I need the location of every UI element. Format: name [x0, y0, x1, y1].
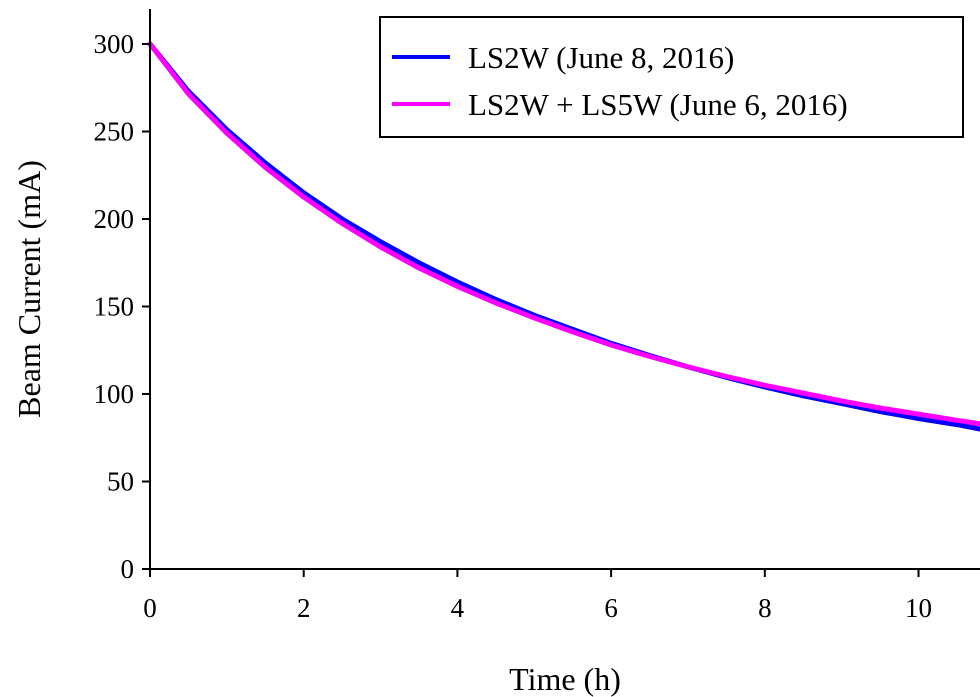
- legend-box: [379, 16, 964, 138]
- x-axis-title: Time (h): [509, 661, 621, 697]
- y-tick-label: 100: [94, 379, 135, 409]
- axes: [149, 9, 980, 570]
- legend: LS2W (June 8, 2016) LS2W + LS5W (June 6,…: [379, 16, 964, 138]
- x-tick-label: 10: [905, 593, 932, 623]
- y-tick-label: 250: [94, 117, 135, 147]
- y-tick-label: 0: [121, 554, 135, 584]
- x-tick-label: 8: [758, 593, 772, 623]
- y-tick-label: 150: [94, 292, 135, 322]
- x-tick-label: 6: [604, 593, 618, 623]
- series-line-1: [147, 41, 980, 427]
- legend-label-ls2w-ls5w: LS2W + LS5W (June 6, 2016): [468, 87, 848, 122]
- legend-label-ls2w: LS2W (June 8, 2016): [468, 40, 734, 75]
- x-tick-label: 4: [451, 593, 465, 623]
- plot-lines: [147, 41, 980, 432]
- y-tick-label: 300: [94, 29, 135, 59]
- y-tick-label: 50: [107, 467, 134, 497]
- y-axis-title: Beam Current (mA): [11, 160, 47, 418]
- y-tick-label: 200: [94, 204, 135, 234]
- x-tick-label: 0: [143, 593, 157, 623]
- x-tick-label: 2: [297, 593, 311, 623]
